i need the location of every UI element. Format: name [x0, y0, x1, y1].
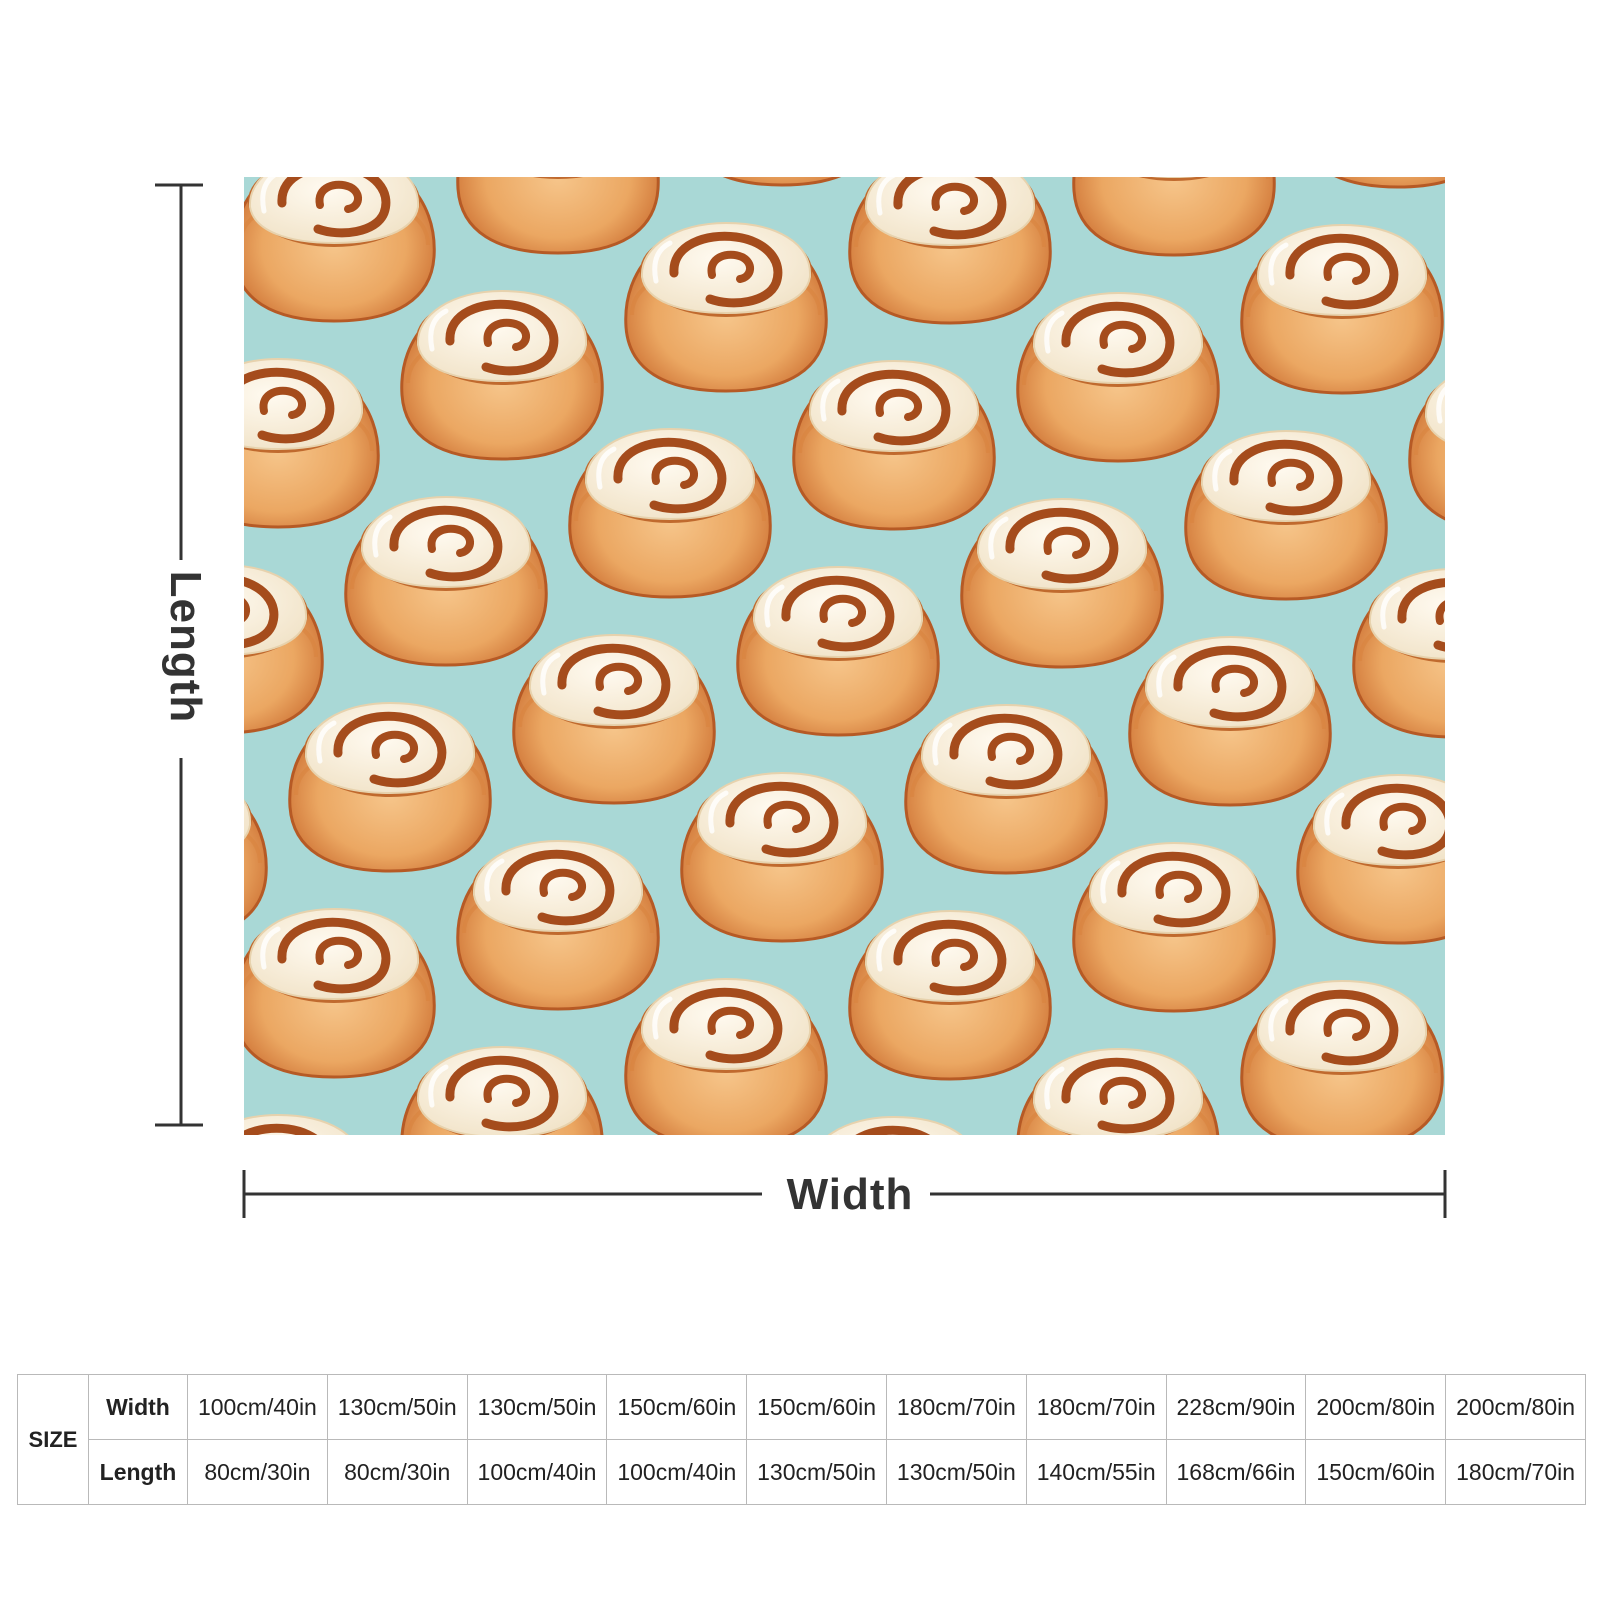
width-cell: 100cm/40in	[187, 1374, 328, 1440]
length-label: Length	[161, 570, 210, 724]
cinnamon-roll	[682, 773, 883, 941]
width-cell: 228cm/90in	[1165, 1374, 1307, 1440]
cinnamon-roll	[290, 703, 491, 871]
cinnamon-roll	[1018, 293, 1219, 461]
length-cell: 100cm/40in	[466, 1439, 608, 1505]
cinnamon-roll	[1074, 843, 1275, 1011]
blanket-pattern	[244, 177, 1445, 1135]
length-cell: 80cm/30in	[326, 1439, 468, 1505]
length-row-label: Length	[88, 1439, 188, 1505]
cinnamon-roll	[402, 291, 603, 459]
width-cell: 200cm/80in	[1305, 1374, 1447, 1440]
width-cell: 200cm/80in	[1445, 1374, 1586, 1440]
length-row: Length 80cm/30in 80cm/30in 100cm/40in 10…	[18, 1439, 1586, 1505]
cinnamon-roll	[570, 429, 771, 597]
cinnamon-roll	[962, 499, 1163, 667]
length-cell: 80cm/30in	[187, 1439, 328, 1505]
cinnamon-roll	[1242, 225, 1443, 393]
cinnamon-roll-pattern	[244, 177, 1445, 1135]
cinnamon-roll	[244, 177, 434, 321]
cinnamon-roll	[850, 911, 1051, 1079]
cinnamon-roll	[738, 567, 939, 735]
width-cell: 150cm/60in	[606, 1374, 748, 1440]
cinnamon-roll	[244, 909, 434, 1077]
length-cell: 100cm/40in	[606, 1439, 748, 1505]
length-cell: 130cm/50in	[885, 1439, 1027, 1505]
width-row-label: Width	[88, 1374, 188, 1440]
cinnamon-roll	[850, 177, 1051, 323]
length-cell: 180cm/70in	[1445, 1439, 1586, 1505]
cinnamon-roll	[794, 361, 995, 529]
width-label: Width	[786, 1170, 914, 1219]
length-cell: 168cm/66in	[1165, 1439, 1307, 1505]
cinnamon-roll	[1130, 637, 1331, 805]
length-cell: 130cm/50in	[746, 1439, 887, 1505]
width-cell: 180cm/70in	[885, 1374, 1027, 1440]
cinnamon-roll	[458, 841, 659, 1009]
width-cell: 130cm/50in	[326, 1374, 468, 1440]
cinnamon-roll	[1242, 981, 1443, 1135]
size-label: SIZE	[17, 1374, 89, 1505]
cinnamon-roll	[626, 223, 827, 391]
cinnamon-roll	[906, 705, 1107, 873]
length-cell: 150cm/60in	[1305, 1439, 1447, 1505]
cinnamon-roll	[1186, 431, 1387, 599]
width-row: SIZE Width 100cm/40in 130cm/50in 130cm/5…	[17, 1374, 1586, 1505]
cinnamon-roll	[514, 635, 715, 803]
width-cell: 130cm/50in	[466, 1374, 608, 1440]
width-cell: 150cm/60in	[746, 1374, 887, 1440]
cinnamon-roll	[626, 979, 827, 1135]
cinnamon-roll	[346, 497, 547, 665]
width-cell: 180cm/70in	[1025, 1374, 1167, 1440]
size-table: SIZE Width 100cm/40in 130cm/50in 130cm/5…	[17, 1374, 1586, 1505]
length-cell: 140cm/55in	[1025, 1439, 1167, 1505]
